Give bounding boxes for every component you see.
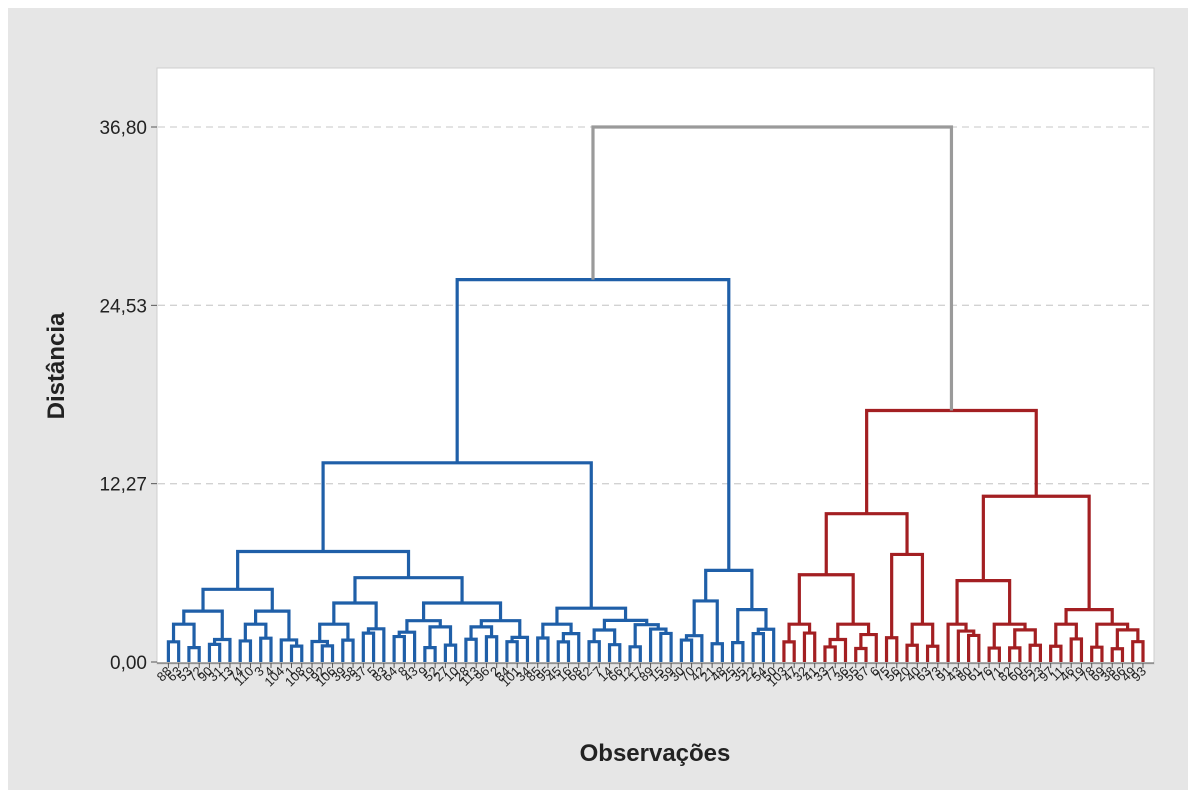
y-tick-label: 12,27 — [99, 475, 147, 496]
plot-area — [156, 67, 1155, 665]
y-axis-title: Distância — [43, 312, 70, 419]
x-axis-tick-labels: 8863537290311374110341041108199210639583… — [154, 662, 1154, 689]
y-tick-label: 0,00 — [110, 653, 147, 674]
y-axis-ticks: 0,00 12,27 24,53 36,80 — [99, 118, 157, 674]
y-tick-label: 24,53 — [99, 296, 147, 317]
y-tick-label: 36,80 — [99, 118, 147, 139]
dendrogram-link — [591, 125, 954, 411]
dendrogram-tree — [166, 125, 1145, 662]
x-axis-title: Observações — [580, 740, 731, 767]
